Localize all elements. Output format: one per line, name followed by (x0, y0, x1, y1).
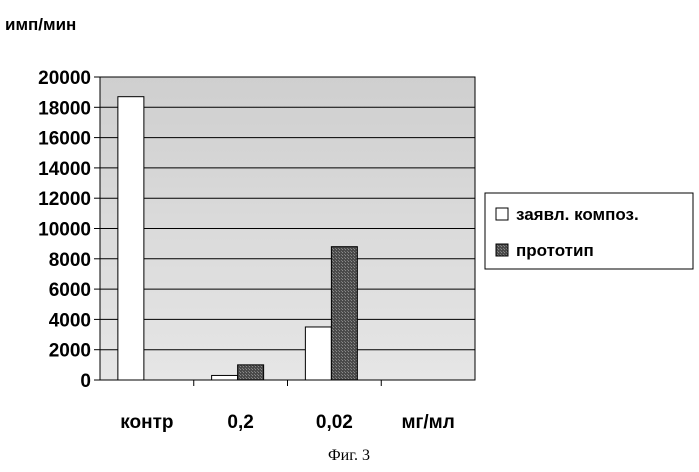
bar-series1-0 (118, 97, 144, 380)
y-tick-label: 0 (80, 371, 91, 392)
y-tick-label: 10000 (38, 220, 91, 241)
x-category-label: контр (120, 412, 173, 433)
y-axis-ticks: 0 2000 4000 6000 8000 10000 12000 14000 16000 180… (38, 68, 100, 392)
y-axis-label: имп/мин (5, 15, 76, 34)
y-tick-label: 14000 (38, 159, 91, 180)
y-tick-label: 2000 (49, 341, 91, 362)
y-tick-label: 16000 (38, 129, 91, 150)
legend-label-series2: прототип (516, 241, 594, 260)
bar-series2-1 (238, 365, 264, 380)
y-tick-label: 6000 (49, 280, 91, 301)
legend: заявл. композ. прототип (485, 193, 693, 269)
y-tick-label: 12000 (38, 189, 91, 210)
legend-swatch-series2 (496, 244, 508, 256)
bar-series1-1 (212, 375, 238, 380)
y-tick-label: 4000 (49, 310, 91, 331)
x-axis-categories: контр 0,2 0,02 мг/мл (120, 380, 455, 433)
legend-swatch-series1 (496, 208, 508, 220)
legend-label-series1: заявл. композ. (516, 205, 639, 224)
x-category-label: мг/мл (401, 412, 454, 433)
bar-series2-2 (331, 247, 357, 380)
x-category-label: 0,2 (227, 412, 253, 433)
y-tick-label: 8000 (49, 250, 91, 271)
figure-caption: Фиг. 3 (328, 447, 370, 464)
y-tick-label: 18000 (38, 98, 91, 119)
y-tick-label: 20000 (38, 68, 91, 89)
bar-series1-2 (305, 327, 331, 380)
x-category-label: 0,02 (316, 412, 353, 433)
